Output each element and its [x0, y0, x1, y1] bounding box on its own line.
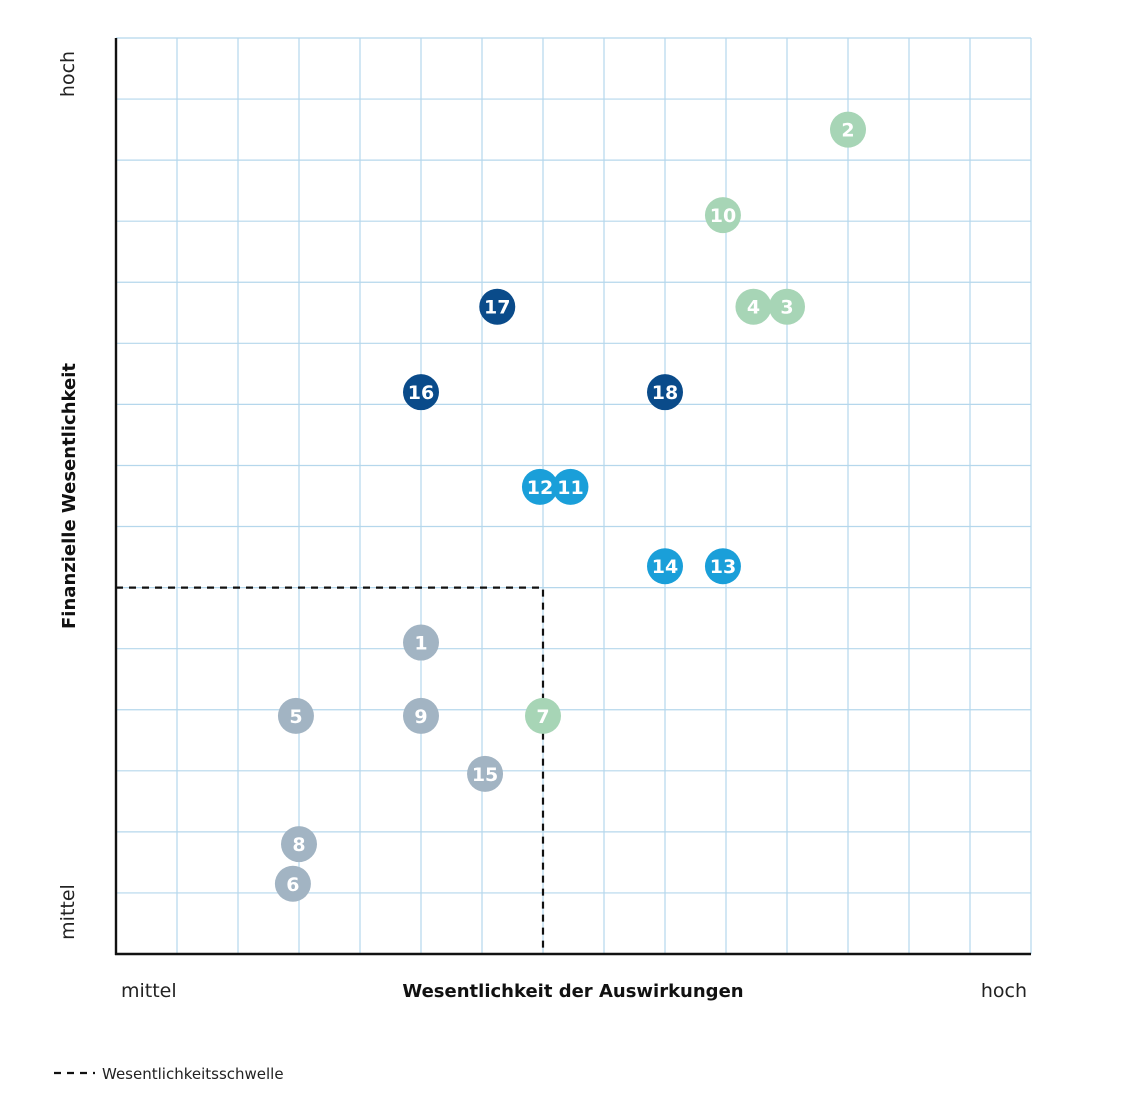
x-axis-title: Wesentlichkeit der Auswirkungen [402, 981, 743, 1002]
data-point-2: 2 [830, 111, 866, 148]
data-point-marker [735, 288, 772, 325]
data-point-label: 18 [652, 382, 678, 404]
data-point-5: 5 [277, 697, 314, 734]
data-point-marker [647, 374, 683, 411]
data-point-marker [647, 548, 683, 585]
data-point-label: 3 [780, 297, 793, 319]
data-point-3: 3 [769, 288, 805, 325]
data-point-15: 15 [467, 755, 504, 792]
data-point-9: 9 [403, 697, 439, 734]
data-point-label: 8 [292, 834, 305, 856]
x-axis-high-label: hoch [981, 980, 1027, 1002]
y-axis-high-label: hoch [57, 51, 79, 97]
data-point-label: 14 [652, 556, 678, 578]
data-point-marker [274, 865, 311, 902]
data-point-marker [467, 755, 504, 792]
data-point-16: 16 [403, 374, 439, 411]
data-point-label: 13 [710, 556, 736, 578]
data-point-label: 11 [557, 477, 583, 499]
data-point-4: 4 [735, 288, 772, 325]
data-point-label: 15 [472, 764, 498, 786]
data-point-label: 12 [527, 477, 553, 499]
data-point-marker [704, 197, 741, 234]
data-point-marker [479, 288, 516, 325]
data-point-marker [403, 697, 439, 734]
data-point-label: 9 [414, 706, 427, 728]
data-point-marker [704, 548, 741, 585]
data-point-marker [277, 697, 314, 734]
data-point-7: 7 [525, 697, 561, 734]
data-point-6: 6 [274, 865, 311, 902]
data-point-marker [281, 826, 317, 863]
data-point-14: 14 [647, 548, 683, 585]
data-point-marker [525, 697, 561, 734]
data-point-label: 5 [289, 706, 302, 728]
x-axis-low-label: mittel [121, 980, 177, 1002]
legend-threshold-label: Wesentlichkeitsschwelle [102, 1065, 284, 1083]
data-point-label: 4 [747, 297, 760, 319]
chart-grid [115, 37, 1032, 955]
data-point-1: 1 [403, 624, 439, 661]
data-point-label: 2 [841, 120, 854, 142]
data-point-label: 16 [408, 382, 434, 404]
y-axis-low-label: mittel [57, 884, 79, 940]
data-point-18: 18 [647, 374, 683, 411]
data-point-marker [552, 468, 589, 505]
data-point-8: 8 [281, 826, 317, 863]
data-point-17: 17 [479, 288, 516, 325]
y-axis-title: Finanzielle Wesentlichkeit [59, 363, 80, 629]
data-point-13: 13 [704, 548, 741, 585]
data-point-label: 6 [286, 874, 299, 896]
data-point-marker [403, 374, 439, 411]
data-point-marker [769, 288, 805, 325]
data-point-label: 10 [710, 205, 736, 227]
data-point-label: 17 [484, 297, 510, 319]
data-point-10: 10 [704, 197, 741, 234]
data-point-label: 1 [414, 633, 427, 655]
data-point-marker [403, 624, 439, 661]
data-point-12: 12 [521, 468, 558, 505]
data-point-11: 11 [552, 468, 589, 505]
data-point-marker [521, 468, 558, 505]
chart-axes [114, 38, 1031, 956]
data-point-label: 7 [536, 706, 549, 728]
data-point-marker [830, 111, 866, 148]
